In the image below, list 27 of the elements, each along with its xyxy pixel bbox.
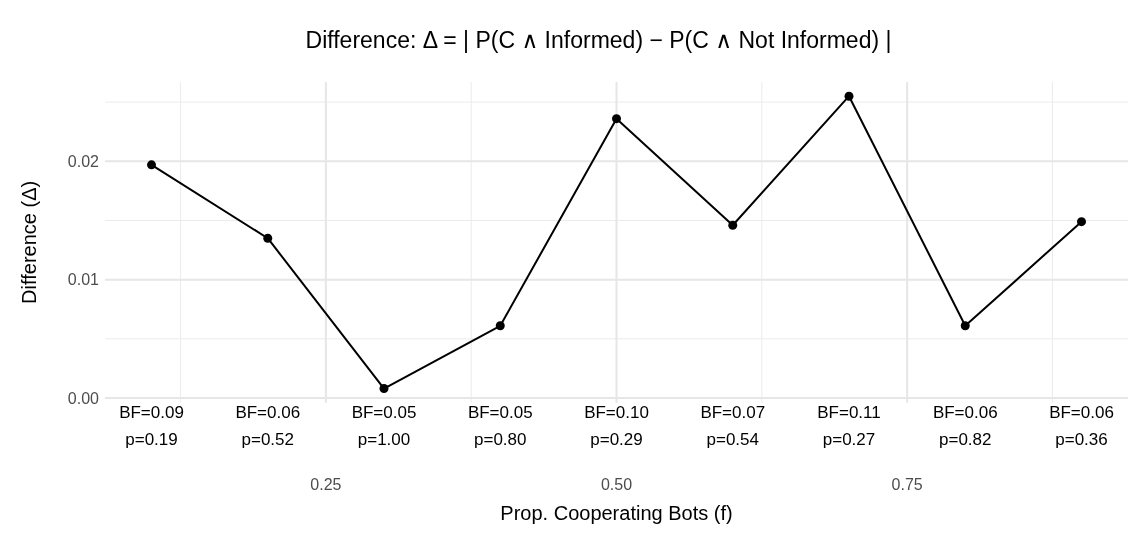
text: BF=0.06 p=0.52 [235,403,301,449]
x-tick-label: 0.25 [310,476,342,493]
point [960,321,970,331]
y-tick-label: 0.01 [67,271,100,289]
chart-title: Difference: Δ = | P(C ∧ Informed) − P(C ∧ Not Informed) | [305,27,892,53]
y-axis-title: Difference (Δ) [18,180,40,304]
x-tick-label: 0.75 [891,476,923,493]
point [379,384,389,394]
point [263,233,273,243]
x-tick-label: 0.50 [600,476,633,493]
text: BF=0.06 p=0.36 [1049,403,1114,449]
text: BF=0.10 p=0.29 [584,403,649,449]
point [844,91,854,101]
point [728,220,738,230]
y-tick-label: 0.02 [67,152,100,170]
text: BF=0.11 p=0.27 [817,403,881,449]
point [495,321,505,331]
x-axis-title: Prop. Cooperating Bots (f) [500,502,733,524]
text: BF=0.09 p=0.19 [119,403,184,449]
text: BF=0.05 p=1.00 [351,403,417,449]
y-tick-label: 0.00 [67,389,100,407]
point [612,114,621,124]
text: BF=0.07 p=0.54 [700,403,766,449]
point [147,160,156,170]
point [1077,217,1086,227]
text: BF=0.05 p=0.80 [467,403,533,449]
text: BF=0.06 p=0.82 [932,403,998,449]
